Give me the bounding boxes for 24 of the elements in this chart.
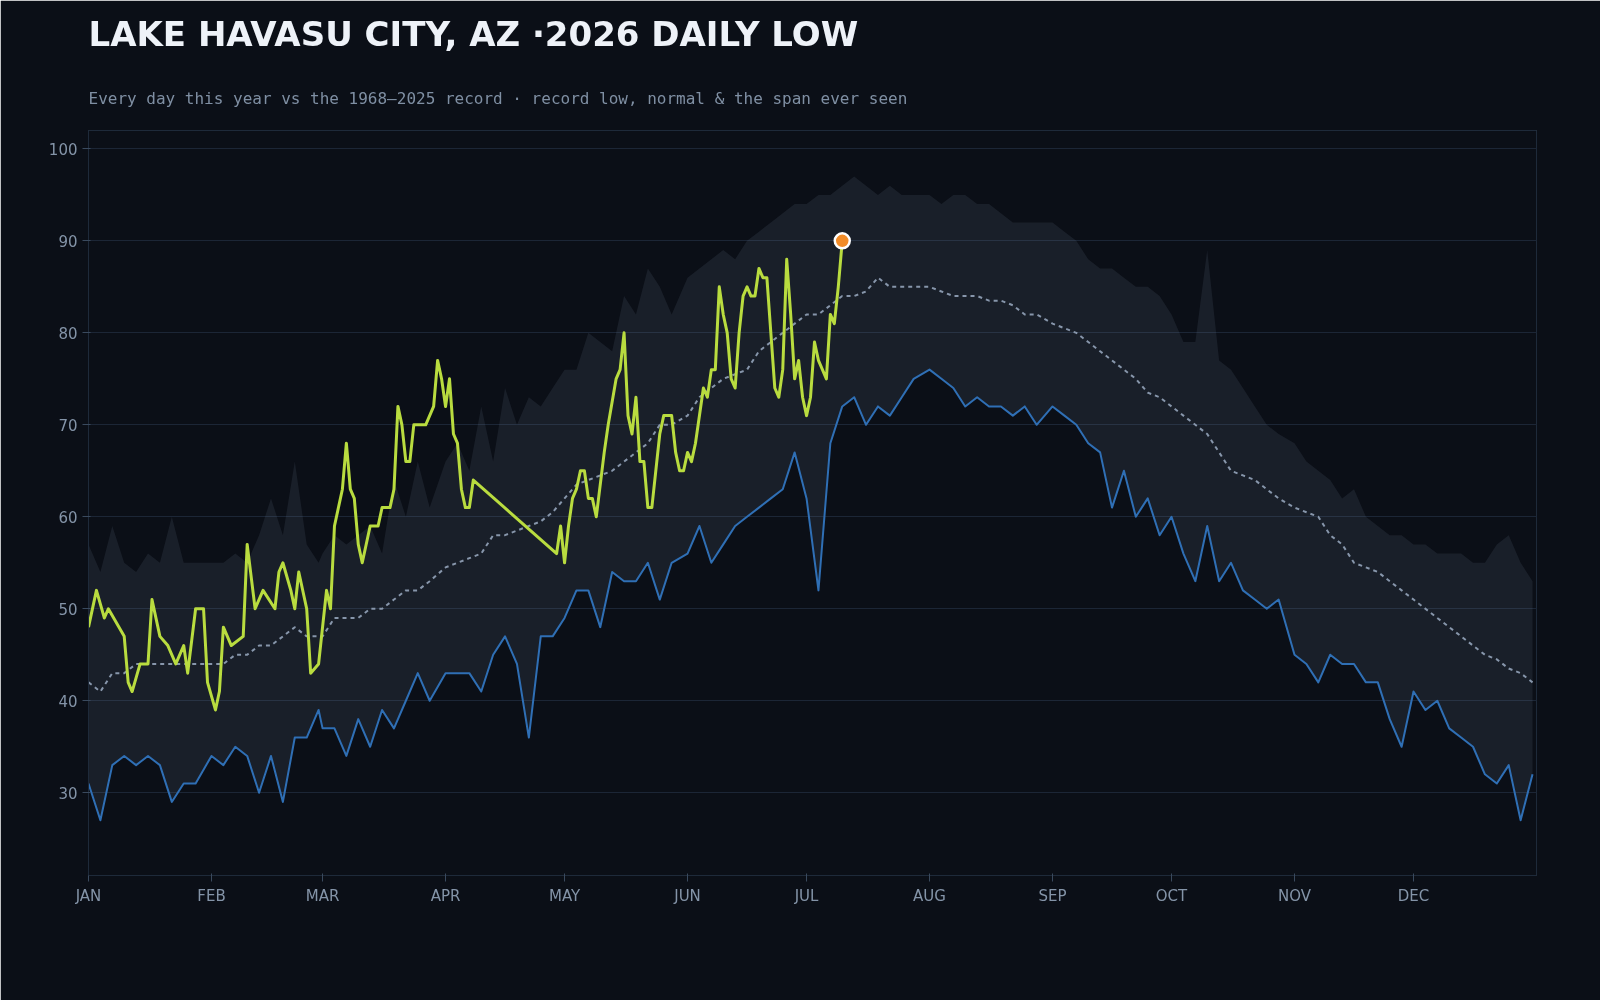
y-tick-label: 50	[58, 600, 78, 619]
line-series	[88, 276, 1534, 693]
x-tick-label: DEC	[1397, 886, 1430, 905]
x-tick-label: FEB	[197, 886, 226, 905]
y-tick-label: 40	[58, 692, 78, 711]
x-tick-label: SEP	[1038, 886, 1067, 905]
chart-title: LAKE HAVASU CITY, AZ ·2026 DAILY LOW	[88, 13, 859, 54]
x-tick-label: AUG	[913, 886, 946, 905]
x-tick-label: MAY	[548, 886, 581, 905]
y-tick-label: 30	[58, 784, 78, 803]
x-tick-label: JUN	[673, 886, 701, 905]
y-tick-label: 70	[58, 416, 78, 435]
x-tick-label: NOV	[1277, 886, 1312, 905]
line-series	[88, 368, 1534, 822]
y-tick-label: 90	[58, 232, 78, 251]
y-tick-label: 100	[48, 140, 78, 159]
y-tick-label: 80	[58, 324, 78, 343]
x-tick-label: JAN	[74, 886, 102, 905]
y-tick-label: 60	[58, 508, 78, 527]
x-tick-label: OCT	[1155, 886, 1189, 905]
x-tick-label: APR	[430, 886, 461, 905]
chart-subtitle: Every day this year vs the 1968–2025 record · record low, normal & the span ever seen	[88, 89, 908, 108]
x-tick-label: JUL	[793, 886, 820, 905]
x-tick-label: MAR	[305, 886, 340, 905]
